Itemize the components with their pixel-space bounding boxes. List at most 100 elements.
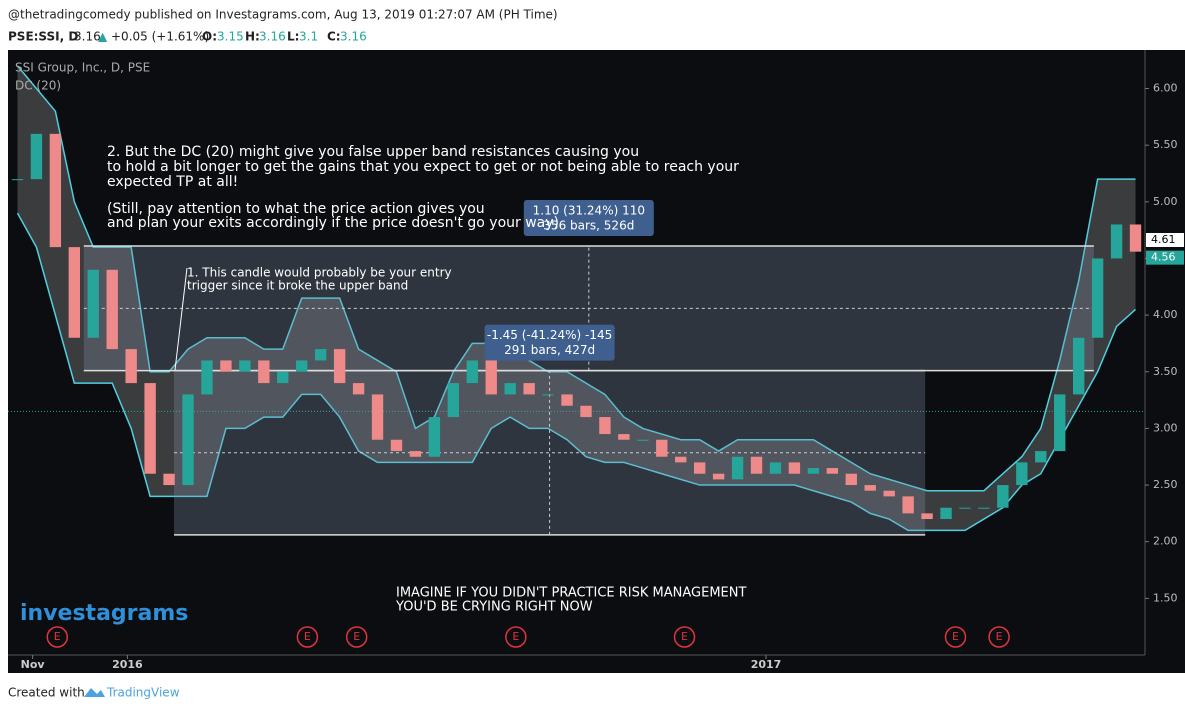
earnings-label: E	[54, 630, 61, 643]
candle	[675, 456, 687, 463]
measure-label: 1.10 (31.24%) 110	[533, 204, 645, 218]
earnings-marker	[505, 626, 527, 648]
annotation: to hold a bit longer to get the gains th…	[107, 159, 739, 175]
candle	[49, 133, 62, 248]
earnings-marker	[46, 626, 69, 648]
ohlc-line: PSE:SSI, D 3.16 ▲ +0.05 (+1.61%) O: 3.15…	[8, 30, 367, 44]
symbol: PSE:SSI, D	[8, 30, 78, 44]
measure-label-box	[484, 324, 615, 361]
x-tick-label: 2016	[112, 658, 143, 671]
candle	[447, 383, 460, 418]
candle	[163, 473, 175, 486]
axis-price-box	[1146, 250, 1184, 265]
candle	[1054, 394, 1066, 452]
candle	[959, 507, 971, 509]
candle	[561, 394, 573, 406]
indicator-label: DC (20)	[15, 79, 61, 93]
candle	[845, 473, 857, 486]
y-tick-label: 6.00	[1153, 82, 1178, 95]
axis-price-label: 4.56	[1151, 251, 1176, 264]
y-tick-label: 2.00	[1153, 535, 1178, 548]
candle	[769, 462, 782, 474]
earnings-marker	[345, 626, 368, 648]
publisher: @thetradingcomedy published on Investagr…	[8, 8, 558, 22]
h-label: H:	[245, 30, 260, 44]
earnings-label: E	[996, 630, 1003, 643]
candle	[87, 269, 99, 338]
candle	[618, 434, 630, 440]
y-tick-label: 1.50	[1153, 591, 1178, 604]
candle	[637, 439, 649, 441]
y-tick-label: 4.00	[1153, 308, 1178, 321]
y-tick-label: 5.00	[1153, 195, 1178, 208]
candle	[883, 490, 895, 497]
created-with: Created with	[8, 686, 85, 700]
last: 3.16	[74, 30, 101, 44]
candle	[409, 451, 422, 457]
annotation: expected TP at all!	[107, 174, 238, 190]
candle	[1072, 337, 1085, 395]
high: 3.16	[259, 30, 286, 44]
candle	[731, 456, 744, 480]
annotation: 2. But the DC (20) might give you false …	[107, 144, 639, 160]
annotation: YOU'D BE CRYING RIGHT NOW	[395, 600, 593, 615]
candle	[390, 439, 403, 452]
earnings-marker	[944, 626, 967, 648]
candle	[826, 468, 839, 474]
low: 3.1	[299, 30, 318, 44]
chart-title: SSI Group, Inc., D, PSE	[15, 61, 150, 75]
candle	[220, 360, 232, 372]
candle	[693, 462, 706, 474]
candle	[542, 394, 554, 396]
candle	[352, 383, 365, 395]
annotation: 1. This candle would probably be your en…	[187, 266, 452, 280]
axis-price-box	[1146, 233, 1184, 248]
y-tick-label: 5.50	[1153, 138, 1178, 151]
earnings-marker	[673, 626, 696, 648]
candle	[314, 349, 327, 361]
axis-price-label: 4.61	[1151, 233, 1176, 246]
candle	[978, 507, 990, 509]
candle	[239, 360, 251, 372]
measure-label: -1.45 (-41.24%) -145	[487, 328, 612, 342]
candle	[258, 360, 270, 384]
candle	[485, 360, 497, 395]
x-tick-label: Nov	[21, 658, 46, 671]
candle	[371, 394, 384, 440]
candle	[30, 133, 43, 180]
band-lower	[16, 212, 1137, 532]
brand: TradingView	[106, 686, 180, 700]
earnings-label: E	[681, 630, 688, 643]
candle	[997, 485, 1009, 508]
candle	[921, 513, 933, 520]
annotation: trigger since it broke the upper band	[187, 279, 408, 293]
candle	[504, 383, 516, 395]
candle	[523, 383, 535, 395]
candle	[68, 247, 81, 338]
candle	[1129, 224, 1142, 252]
candle	[940, 507, 952, 520]
candle	[712, 473, 725, 480]
candle	[201, 360, 213, 395]
annotation-arrow	[174, 267, 188, 371]
earnings-label: E	[512, 630, 519, 643]
candle	[1016, 462, 1028, 486]
y-tick-label: 3.50	[1153, 365, 1178, 378]
candle	[1091, 258, 1104, 338]
candle	[144, 383, 156, 474]
watermark: investagrams	[20, 601, 188, 626]
candle	[333, 349, 346, 384]
earnings-label: E	[952, 630, 959, 643]
candle	[106, 269, 118, 350]
c-label: C:	[327, 30, 341, 44]
tradingview-logo	[84, 688, 105, 697]
candle	[807, 468, 820, 474]
band-upper	[16, 65, 1136, 492]
candle	[580, 405, 592, 418]
candle	[864, 485, 876, 491]
annotation: IMAGINE IF YOU DIDN'T PRACTICE RISK MANA…	[396, 586, 746, 601]
candle	[656, 439, 668, 457]
earnings-marker	[988, 626, 1010, 648]
